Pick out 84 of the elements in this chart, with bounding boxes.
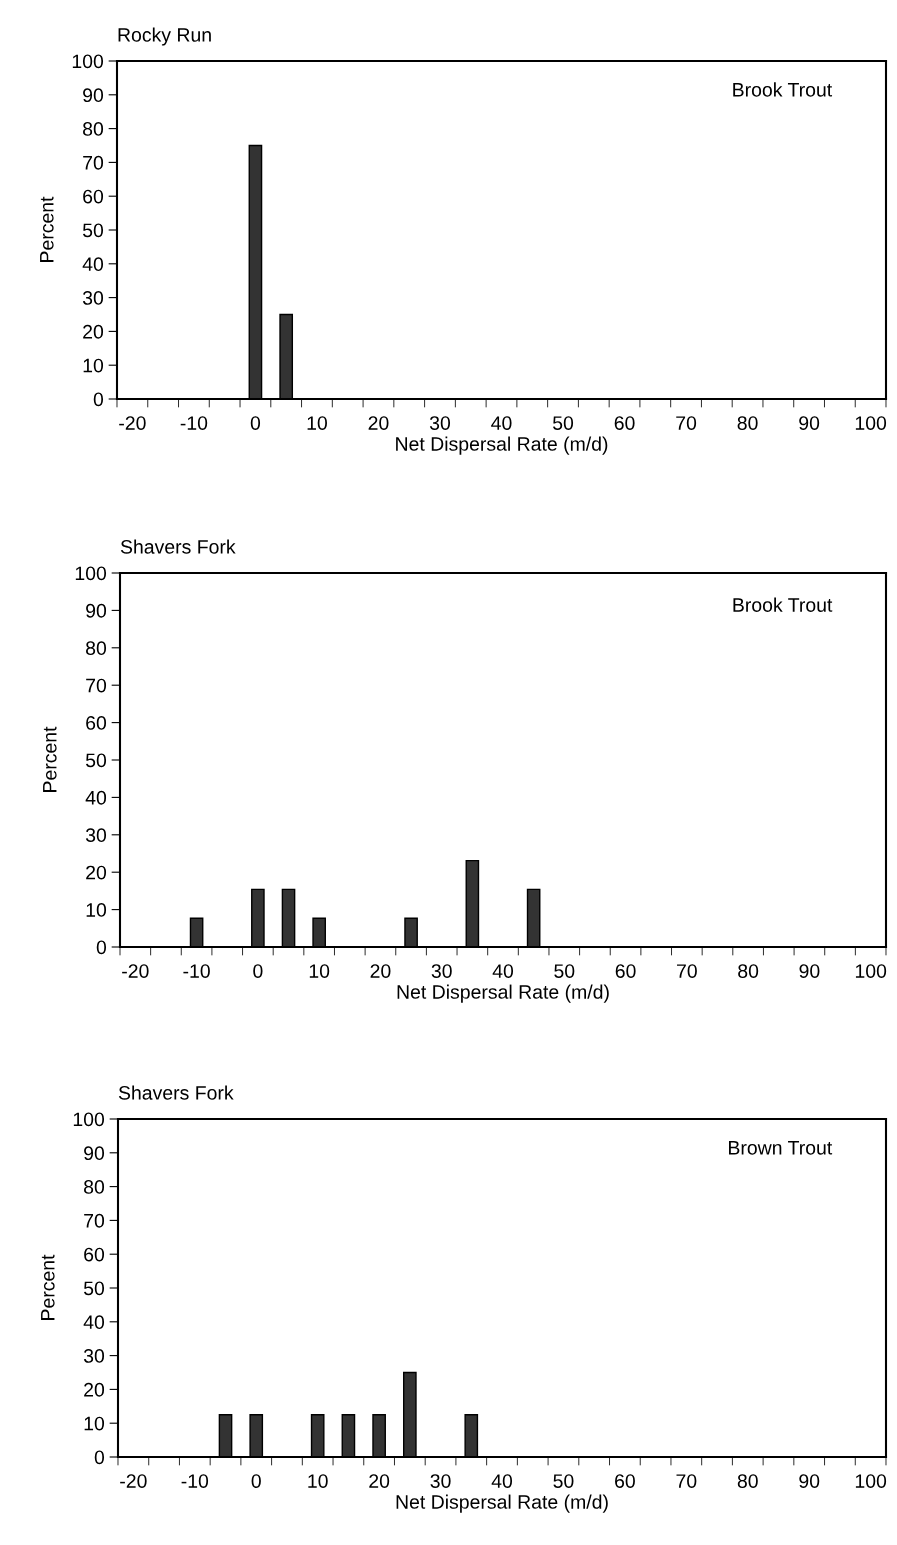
y-tick-label: 20 [86, 865, 107, 880]
y-tick-label: 80 [86, 641, 107, 656]
y-tick-label: 80 [83, 122, 104, 136]
y-tick-label: 10 [86, 903, 107, 917]
x-tick-label: 20 [369, 1474, 390, 1488]
y-tick-label: 40 [85, 790, 107, 805]
x-tick-label: 90 [799, 416, 820, 430]
x-tick-label: 100 [855, 964, 887, 978]
y-tick-label: 50 [83, 1281, 105, 1296]
x-tick-label: 60 [614, 416, 635, 430]
x-tick-label: 30 [430, 1474, 451, 1488]
x-tick-label: 10 [307, 416, 327, 430]
x-tick-label: -20 [122, 964, 149, 978]
y-tick-label: 100 [73, 1112, 105, 1127]
x-tick-label: 80 [737, 416, 758, 430]
x-tick-label: 20 [370, 964, 391, 978]
chart-title: Shavers Fork [120, 539, 236, 554]
x-axis-title: Net Dispersal Rate (m/d) [396, 436, 608, 455]
y-tick-label: 60 [86, 716, 107, 730]
y-tick-label: 10 [84, 1416, 105, 1431]
x-tick-label: 40 [492, 964, 514, 978]
y-tick-label: 60 [84, 1247, 105, 1262]
y-tick-label: 20 [84, 1382, 105, 1397]
y-tick-label: 50 [82, 223, 104, 238]
x-tick-label: 50 [552, 416, 574, 430]
x-tick-label: 60 [615, 964, 636, 978]
y-tick-label: 100 [75, 566, 107, 581]
x-tick-label: 10 [308, 1474, 328, 1488]
x-axis-title: Net Dispersal Rate (m/d) [397, 984, 609, 1003]
x-tick-label: 20 [368, 416, 389, 430]
x-tick-label: -10 [181, 1474, 209, 1488]
annotation: Brown Trout [729, 1141, 833, 1155]
x-tick-label: 50 [554, 964, 575, 978]
y-tick-label: 40 [83, 1315, 105, 1330]
x-tick-label: 40 [491, 1474, 513, 1488]
y-tick-label: 70 [84, 1213, 105, 1228]
y-axis-title: Percent [43, 726, 57, 792]
y-tick-label: 90 [83, 88, 104, 103]
x-tick-label: 70 [676, 1474, 697, 1488]
y-tick-label: 30 [82, 291, 104, 305]
x-tick-label: 80 [738, 964, 759, 978]
y-tick-label: 20 [83, 324, 104, 339]
x-tick-label: -20 [119, 416, 146, 430]
x-tick-label: 30 [429, 416, 451, 430]
chart-title: Shavers Fork [118, 1085, 234, 1100]
x-tick-label: 30 [431, 964, 452, 978]
y-tick-label: 40 [82, 257, 104, 272]
x-tick-label: 100 [855, 1474, 887, 1488]
x-tick-label: 80 [737, 1474, 758, 1488]
annotation: Brook Trout [733, 82, 833, 97]
x-tick-label: -20 [120, 1474, 147, 1488]
x-tick-label: 90 [799, 964, 820, 978]
y-tick-label: 0 [93, 392, 104, 407]
x-tick-label: 0 [253, 964, 263, 978]
y-tick-label: 0 [96, 940, 107, 955]
y-tick-label: 100 [72, 54, 104, 69]
x-tick-label: 70 [677, 964, 697, 978]
x-tick-label: -10 [183, 964, 210, 978]
y-tick-label: 30 [83, 1349, 105, 1363]
x-tick-label: 50 [553, 1474, 574, 1488]
chart-title: Rocky Run [118, 27, 211, 46]
x-tick-label: 0 [251, 1474, 261, 1488]
x-tick-label: 10 [309, 964, 330, 978]
x-tick-label: 0 [250, 416, 261, 430]
y-axis-title: Percent [40, 196, 54, 262]
x-tick-label: -10 [180, 416, 208, 430]
y-tick-label: 60 [83, 189, 104, 204]
y-tick-label: 70 [83, 155, 104, 170]
y-axis-title: Percent [41, 1254, 55, 1320]
y-tick-label: 90 [84, 1146, 105, 1161]
x-tick-label: 90 [799, 1474, 820, 1488]
x-tick-label: 70 [676, 416, 697, 430]
y-tick-label: 50 [85, 753, 107, 768]
x-tick-label: 60 [615, 1474, 635, 1488]
annotation: Brook Trout [733, 597, 833, 612]
y-tick-label: 10 [83, 358, 104, 373]
y-tick-label: 90 [86, 603, 107, 618]
y-tick-label: 0 [94, 1450, 105, 1465]
y-tick-label: 30 [85, 828, 107, 843]
x-tick-label: 100 [855, 416, 887, 430]
y-tick-label: 70 [86, 678, 107, 693]
y-tick-label: 80 [84, 1180, 105, 1194]
x-tick-label: 40 [491, 416, 512, 430]
x-axis-title: Net Dispersal Rate (m/d) [396, 1494, 608, 1513]
